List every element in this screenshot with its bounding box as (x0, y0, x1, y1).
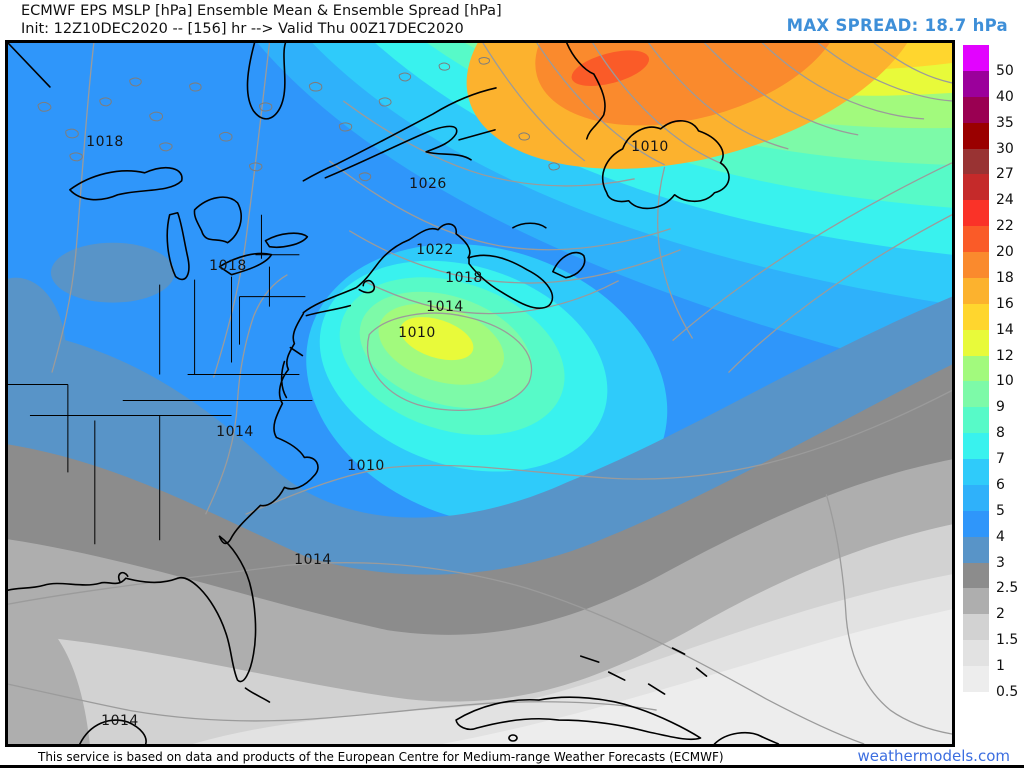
colorbar-cell (963, 640, 989, 666)
colorbar-tick-label: 2.5 (996, 580, 1019, 597)
map-init-valid-line: Init: 12Z10DEC2020 -- [156] hr --> Valid… (21, 21, 464, 37)
bottom-rule (0, 765, 1024, 768)
colorbar-cell (963, 381, 989, 408)
colorbar-cell (963, 200, 989, 227)
colorbar-tick-label: 14 (996, 321, 1014, 338)
colorbar-cell (963, 252, 989, 278)
max-spread-value: MAX SPREAD: 18.7 hPa (786, 16, 1008, 35)
colorbar-tick-label: 35 (996, 114, 1014, 131)
colorbar-tick-label: 40 (996, 88, 1014, 105)
colorbar-cell (963, 433, 989, 459)
colorbar-tick-label: 16 (996, 295, 1014, 312)
colorbar-tick-label: 18 (996, 269, 1014, 286)
colorbar-tick-label: 22 (996, 218, 1014, 235)
colorbar-cell (963, 45, 989, 71)
colorbar-cell (963, 96, 989, 123)
map-title: ECMWF EPS MSLP [hPa] Ensemble Mean & Ens… (21, 3, 502, 19)
colorbar-tick-label: 6 (996, 476, 1005, 493)
spread-shading-map (8, 43, 952, 744)
colorbar-cell (963, 407, 989, 434)
colorbar-tick-label: 8 (996, 425, 1005, 442)
colorbar-tick-label: 9 (996, 399, 1005, 416)
footer-attribution: This service is based on data and produc… (38, 750, 724, 764)
colorbar-cell (963, 329, 989, 356)
colorbar-tick-label: 4 (996, 528, 1005, 545)
colorbar-tick-label: 27 (996, 166, 1014, 183)
map-canvas: 1018 1010 1026 1022 1018 1018 1014 1010 1014 1010… (5, 40, 955, 747)
colorbar-cell (963, 226, 989, 252)
colorbar-tick-label: 7 (996, 451, 1005, 468)
colorbar-cell (963, 303, 989, 330)
colorbar-cell (963, 536, 989, 563)
colorbar-cell (963, 277, 989, 304)
coastlines (8, 43, 780, 744)
colorbar-cell (963, 70, 989, 97)
colorbar-cell (963, 562, 989, 589)
colorbar-tick-label: 24 (996, 192, 1014, 209)
colorbar-cell (963, 174, 989, 201)
colorbar-tick-label: 1.5 (996, 632, 1019, 649)
colorbar-tick-label: 20 (996, 244, 1014, 261)
colorbar-cell (963, 148, 989, 175)
colorbar-cell (963, 355, 989, 382)
colorbar-tick-label: 50 (996, 62, 1014, 79)
colorbar-cell (963, 666, 989, 692)
colorbar-cell (963, 614, 989, 641)
brand-link[interactable]: weathermodels.com (857, 747, 1010, 765)
colorbar-cell (963, 122, 989, 149)
colorbar (963, 45, 989, 692)
colorbar-tick-label: 2 (996, 606, 1005, 623)
colorbar-tick-label: 3 (996, 554, 1005, 571)
colorbar-tick-label: 30 (996, 140, 1014, 157)
colorbar-tick-label: 5 (996, 502, 1005, 519)
colorbar-tick-label: 0.5 (996, 684, 1019, 700)
colorbar-tick-label: 1 (996, 658, 1005, 675)
small-lakes (37, 56, 560, 182)
colorbar-cell (963, 459, 989, 485)
state-borders (8, 214, 313, 545)
colorbar-cell (963, 484, 989, 511)
colorbar-tick-label: 10 (996, 373, 1014, 390)
colorbar-cell (963, 588, 989, 615)
colorbar-cell (963, 510, 989, 537)
colorbar-tick-label: 12 (996, 347, 1014, 364)
